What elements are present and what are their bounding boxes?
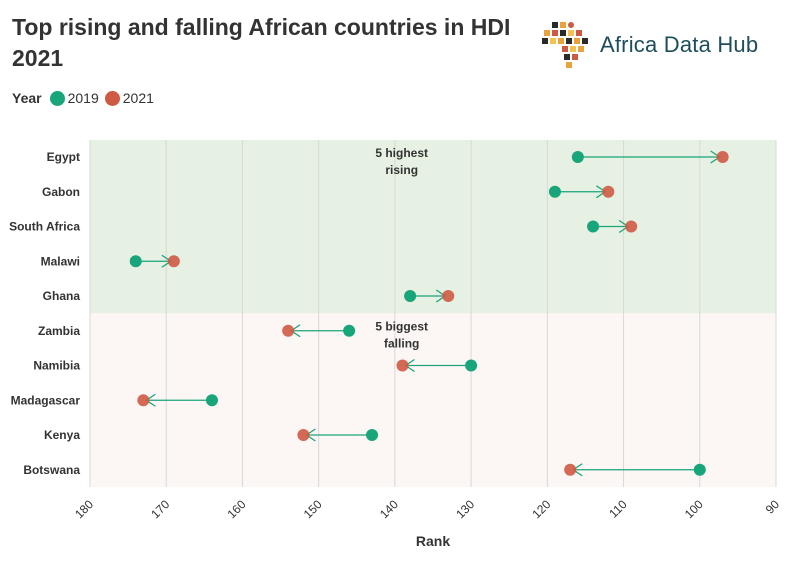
point-2021 <box>396 359 409 372</box>
africa-map-icon <box>542 22 588 68</box>
point-2021 <box>602 185 615 198</box>
group-annotation-line: falling <box>384 336 419 350</box>
category-label: Namibia <box>33 359 80 373</box>
point-2019 <box>366 429 379 441</box>
point-2019 <box>465 359 478 372</box>
group-annotation-rising: 5 highest rising <box>375 146 428 177</box>
point-2019 <box>548 185 561 198</box>
category-label: Ghana <box>43 289 81 303</box>
category-label: Kenya <box>44 428 80 442</box>
x-tick-label: 160 <box>225 497 249 521</box>
point-2021 <box>625 220 638 233</box>
point-2019 <box>693 463 706 476</box>
group-annotation-line: 5 highest <box>375 146 428 160</box>
point-2019 <box>129 255 142 268</box>
category-label: Zambia <box>38 324 80 338</box>
legend-item-2019[interactable]: 2019 <box>49 90 99 106</box>
x-tick-label: 110 <box>606 497 630 521</box>
category-label: Malawi <box>41 254 80 268</box>
x-tick-label: 100 <box>682 497 706 521</box>
point-2021 <box>137 394 150 407</box>
category-label: Egypt <box>47 150 80 164</box>
group-annotation-line: 5 biggest <box>375 319 428 333</box>
point-2019 <box>404 290 417 302</box>
x-tick-label: 130 <box>453 497 477 521</box>
x-tick-label: 90 <box>763 497 783 517</box>
legend-swatch-2019 <box>49 90 65 106</box>
x-tick-label: 170 <box>148 497 172 521</box>
point-2021 <box>442 290 455 302</box>
category-label: Botswana <box>23 463 80 477</box>
legend-item-2021[interactable]: 2021 <box>104 90 154 106</box>
point-2021 <box>564 463 577 476</box>
legend: Year 2019 2021 <box>12 90 160 106</box>
category-label: South Africa <box>9 220 80 234</box>
legend-label-2021: 2021 <box>122 90 154 106</box>
point-2019 <box>343 324 356 337</box>
category-label: Madagascar <box>11 393 81 407</box>
legend-label-2019: 2019 <box>67 90 99 106</box>
category-label: Gabon <box>42 185 80 199</box>
x-tick-label: 150 <box>301 497 325 521</box>
group-annotation-line: rising <box>385 163 418 177</box>
x-tick-label: 120 <box>529 497 553 521</box>
legend-swatch-2021 <box>104 90 120 106</box>
chart-title: Top rising and falling African countries… <box>12 14 511 71</box>
point-2019 <box>587 220 600 233</box>
point-2019 <box>571 151 584 163</box>
brand-logo[interactable]: Africa Data Hub <box>540 20 758 70</box>
x-tick-label: 180 <box>72 497 96 521</box>
legend-title: Year <box>12 90 42 106</box>
point-2021 <box>282 324 295 337</box>
point-2019 <box>205 394 218 407</box>
point-2021 <box>167 255 180 268</box>
point-2021 <box>297 429 310 441</box>
x-axis-title: Rank <box>416 533 450 549</box>
brand-name: Africa Data Hub <box>600 32 759 57</box>
group-annotation-falling: 5 biggest falling <box>375 319 428 350</box>
group-band-rising <box>90 140 776 314</box>
point-2021 <box>716 151 729 163</box>
x-tick-label: 140 <box>377 497 401 521</box>
